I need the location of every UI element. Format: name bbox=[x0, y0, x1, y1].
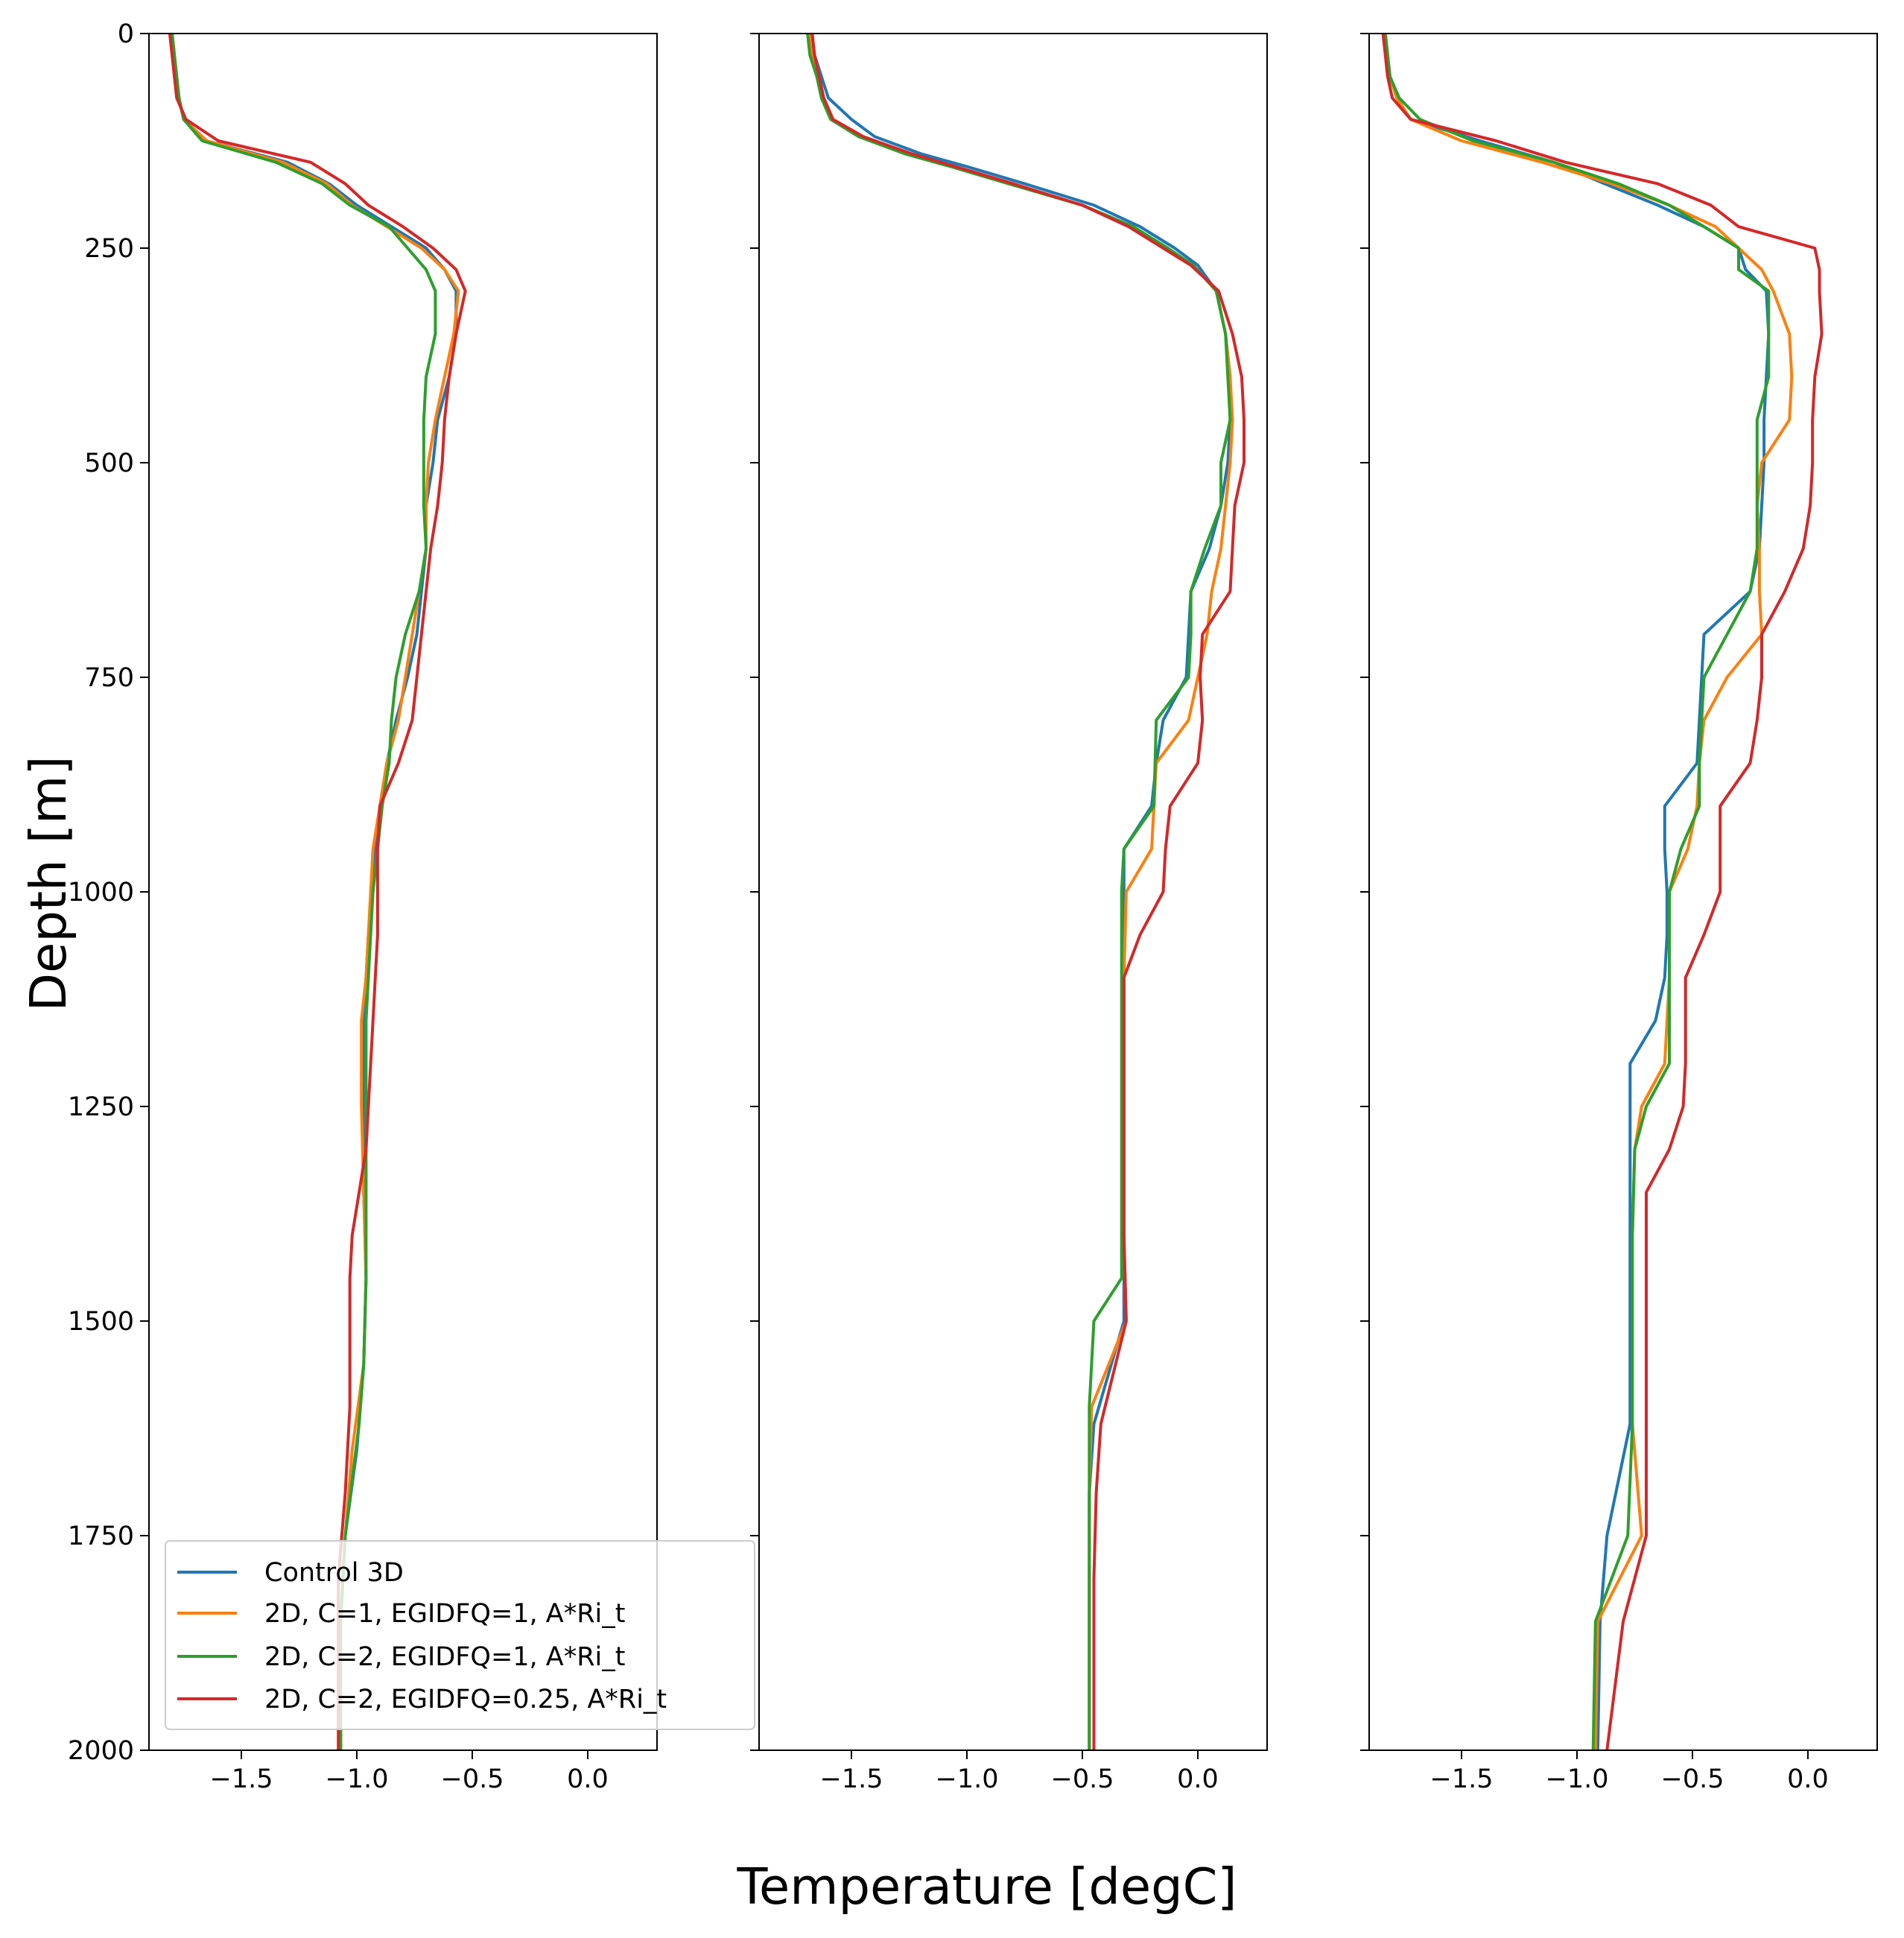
x-tick-label: −1.5 bbox=[210, 1764, 273, 1794]
x-tick-label: −1.0 bbox=[326, 1764, 389, 1794]
axes-frame bbox=[758, 33, 1268, 1751]
y-tick-label: 750 bbox=[84, 663, 134, 693]
series-line-2d-c-1-egidfq-1-a-ri-t bbox=[171, 34, 460, 1750]
y-tick-label: 1500 bbox=[68, 1307, 134, 1337]
x-tick-label: 0.0 bbox=[1177, 1764, 1219, 1794]
legend-entry: 2D, C=1, EGIDFQ=1, A*Ri_t bbox=[177, 1599, 626, 1629]
legend-label-2d-c2: 2D, C=2, EGIDFQ=1, A*Ri_t bbox=[264, 1642, 626, 1672]
series-line-control-3d bbox=[1383, 34, 1771, 1750]
y-tick-label: 0 bbox=[118, 19, 134, 49]
series-line-2d-c-2-egidfq-0-25-a-ri-t bbox=[168, 34, 467, 1750]
y-tick-label: 1000 bbox=[68, 878, 134, 908]
x-tick-label: −1.5 bbox=[820, 1764, 883, 1794]
y-tick-label: 250 bbox=[84, 234, 134, 264]
series-line-control-3d bbox=[810, 34, 1232, 1750]
series-line-2d-c-1-egidfq-1-a-ri-t bbox=[808, 34, 1234, 1750]
legend-frame bbox=[165, 1540, 755, 1730]
panel-3: −1.5 −1.0 −0.5 0.0 bbox=[1360, 33, 1878, 1794]
series-lines bbox=[168, 34, 467, 1750]
series-lines bbox=[806, 34, 1245, 1750]
x-tick-label: −0.5 bbox=[1661, 1764, 1724, 1794]
x-tick-label: 0.0 bbox=[1787, 1764, 1829, 1794]
series-line-2d-c-2-egidfq-1-a-ri-t bbox=[1383, 34, 1771, 1750]
series-line-2d-c-2-egidfq-0-25-a-ri-t bbox=[1381, 34, 1824, 1750]
series-line-2d-c-2-egidfq-1-a-ri-t bbox=[171, 34, 437, 1750]
x-tick-label: −0.5 bbox=[1051, 1764, 1114, 1794]
legend-label-2d-c1: 2D, C=1, EGIDFQ=1, A*Ri_t bbox=[264, 1599, 626, 1629]
axes-frame bbox=[1368, 33, 1878, 1751]
legend-entry: 2D, C=2, EGIDFQ=0.25, A*Ri_t bbox=[177, 1685, 667, 1714]
legend-label-control-3d: Control 3D bbox=[264, 1558, 404, 1588]
x-tick-label: 0.0 bbox=[567, 1764, 609, 1794]
series-lines bbox=[1381, 34, 1824, 1750]
x-tick-label: −1.0 bbox=[936, 1764, 999, 1794]
y-tick-label: 1250 bbox=[68, 1092, 134, 1122]
y-tick-label: 500 bbox=[84, 449, 134, 478]
legend-label-2d-c2-egidfq025: 2D, C=2, EGIDFQ=0.25, A*Ri_t bbox=[264, 1685, 667, 1714]
x-tick-label: −1.5 bbox=[1430, 1764, 1494, 1794]
x-axis-title: Temperature [degC] bbox=[736, 1858, 1237, 1916]
series-line-control-3d bbox=[171, 34, 458, 1750]
legend-entry: Control 3D bbox=[177, 1558, 404, 1588]
y-tick-label: 1750 bbox=[68, 1521, 134, 1551]
legend-entry: 2D, C=2, EGIDFQ=1, A*Ri_t bbox=[177, 1642, 626, 1672]
y-tick-label: 2000 bbox=[68, 1736, 134, 1766]
x-tick-label: −1.0 bbox=[1546, 1764, 1609, 1794]
legend: Control 3D 2D, C=1, EGIDFQ=1, A*Ri_t 2D,… bbox=[165, 1540, 755, 1730]
panels-group: −1.5 −1.0 −0.5 0.0 0 250 500 750 1000 1250 1500 175… bbox=[68, 19, 1878, 1794]
series-line-2d-c-2-egidfq-1-a-ri-t bbox=[806, 34, 1232, 1750]
axes-frame bbox=[148, 33, 658, 1751]
series-line-2d-c-1-egidfq-1-a-ri-t bbox=[1383, 34, 1794, 1750]
x-tick-label: −0.5 bbox=[441, 1764, 504, 1794]
panel-2: −1.5 −1.0 −0.5 0.0 bbox=[750, 33, 1268, 1794]
panel-1: −1.5 −1.0 −0.5 0.0 0 250 500 750 1000 1250 1500 175… bbox=[68, 19, 658, 1794]
series-line-2d-c-2-egidfq-0-25-a-ri-t bbox=[810, 34, 1245, 1750]
y-axis-title: Depth [m] bbox=[19, 756, 77, 1012]
